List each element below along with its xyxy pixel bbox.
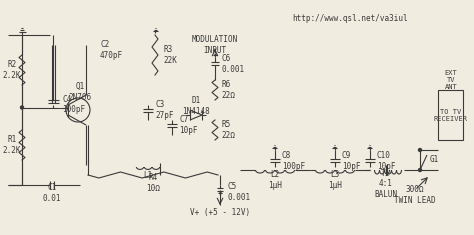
Text: http://www.qsl.net/va3iul: http://www.qsl.net/va3iul: [292, 13, 408, 23]
Text: T1
4:1
BALUN: T1 4:1 BALUN: [374, 169, 398, 199]
Text: C2
470pF: C2 470pF: [100, 40, 123, 60]
Text: Q1
2N706: Q1 2N706: [68, 82, 91, 102]
Text: R2
2.2K: R2 2.2K: [3, 60, 21, 80]
Text: R1
2.2K: R1 2.2K: [3, 135, 21, 155]
Circle shape: [419, 149, 421, 152]
Text: D1
1N4148: D1 1N4148: [182, 96, 210, 116]
Text: C4
100pF: C4 100pF: [62, 95, 85, 114]
Text: V+ (+5 - 12V): V+ (+5 - 12V): [190, 208, 250, 218]
Text: C8
100pF: C8 100pF: [282, 151, 305, 171]
Text: TO TV
RECEIVER: TO TV RECEIVER: [434, 109, 468, 121]
Text: 300Ω
TWIN LEAD: 300Ω TWIN LEAD: [394, 185, 436, 205]
Circle shape: [419, 168, 421, 172]
Text: R3
22K: R3 22K: [163, 45, 177, 65]
Circle shape: [20, 106, 24, 109]
Text: MODULATION
INPUT: MODULATION INPUT: [192, 35, 238, 55]
Text: R5
22Ω: R5 22Ω: [221, 120, 235, 140]
Text: C9
10pF: C9 10pF: [342, 151, 361, 171]
Text: L2
1μH: L2 1μH: [268, 170, 282, 190]
Text: C1
0.01: C1 0.01: [43, 183, 61, 203]
Text: G1: G1: [430, 156, 439, 164]
Text: R6
22Ω: R6 22Ω: [221, 80, 235, 100]
Text: C5
0.001: C5 0.001: [228, 182, 251, 202]
Text: L3
1μH: L3 1μH: [328, 170, 342, 190]
Text: C7
10pF: C7 10pF: [179, 115, 198, 135]
Text: EXT
TV
ANT: EXT TV ANT: [445, 70, 457, 90]
Text: C10
10pF: C10 10pF: [377, 151, 395, 171]
Bar: [438, 90, 463, 140]
Text: C6
0.001: C6 0.001: [222, 54, 245, 74]
Text: C3
27pF: C3 27pF: [155, 100, 173, 120]
Text: R4
10Ω: R4 10Ω: [146, 173, 160, 193]
Text: L1: L1: [143, 171, 153, 180]
